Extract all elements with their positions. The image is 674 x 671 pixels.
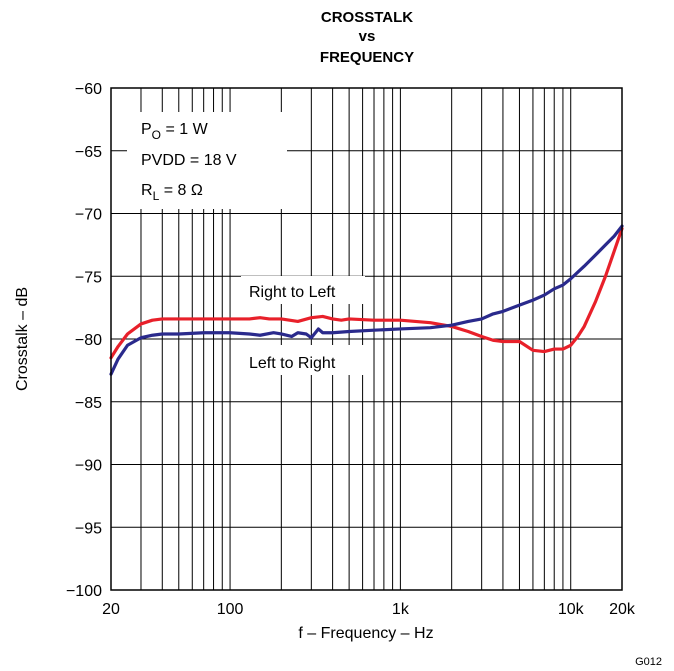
condition-rl-main: R [141, 182, 153, 199]
y-tick-label: −65 [75, 144, 102, 161]
label-left-to-right: Left to Right [249, 355, 336, 372]
y-tick-label: −100 [66, 583, 102, 600]
condition-pvdd: PVDD = 18 V [141, 152, 237, 169]
x-tick-label: 100 [217, 601, 244, 618]
y-tick-label: −85 [75, 395, 102, 412]
chart-title-line-1: CROSSTALK [321, 9, 413, 26]
series-line-left-to-right [109, 224, 624, 376]
label-mask-left-to-right [241, 345, 367, 375]
y-tick-label: −60 [75, 81, 102, 98]
label-right-to-left: Right to Left [249, 284, 336, 301]
x-tick-label: 20 [102, 601, 120, 618]
x-tick-label: 10k [558, 601, 585, 618]
label-mask-right-to-left [241, 276, 365, 304]
conditions-box [127, 112, 287, 209]
chart-title-line-2: vs [359, 28, 376, 45]
plot-frame [110, 87, 623, 591]
condition-po-main: P [141, 121, 152, 138]
y-axis-label: Crosstalk – dB [14, 287, 31, 391]
condition-po-rest: = 1 W [161, 121, 209, 138]
condition-po-sub: O [152, 128, 161, 142]
condition-rl-sub: L [153, 189, 160, 203]
y-tick-label: −80 [75, 332, 102, 349]
condition-rl: RL = 8 Ω [141, 182, 203, 203]
y-tick-labels: −60 −65 −70 −75 −80 −85 −90 −95 −100 [66, 81, 102, 600]
figure-code: G012 [635, 656, 662, 668]
condition-po: PO = 1 W [141, 121, 209, 142]
condition-rl-rest: = 8 Ω [159, 182, 203, 199]
series-line-right-to-left [109, 226, 624, 360]
x-tick-labels: 20 100 1k 10k 20k [102, 601, 636, 618]
y-tick-label: −75 [75, 269, 102, 286]
x-axis-label: f – Frequency – Hz [298, 625, 433, 642]
y-tick-label: −90 [75, 458, 102, 475]
y-tick-label: −95 [75, 520, 102, 537]
chart-title-line-3: FREQUENCY [320, 49, 414, 66]
x-tick-label: 1k [392, 601, 410, 618]
series-layer [109, 224, 624, 376]
x-tick-label: 20k [609, 601, 636, 618]
y-tick-label: −70 [75, 207, 102, 224]
